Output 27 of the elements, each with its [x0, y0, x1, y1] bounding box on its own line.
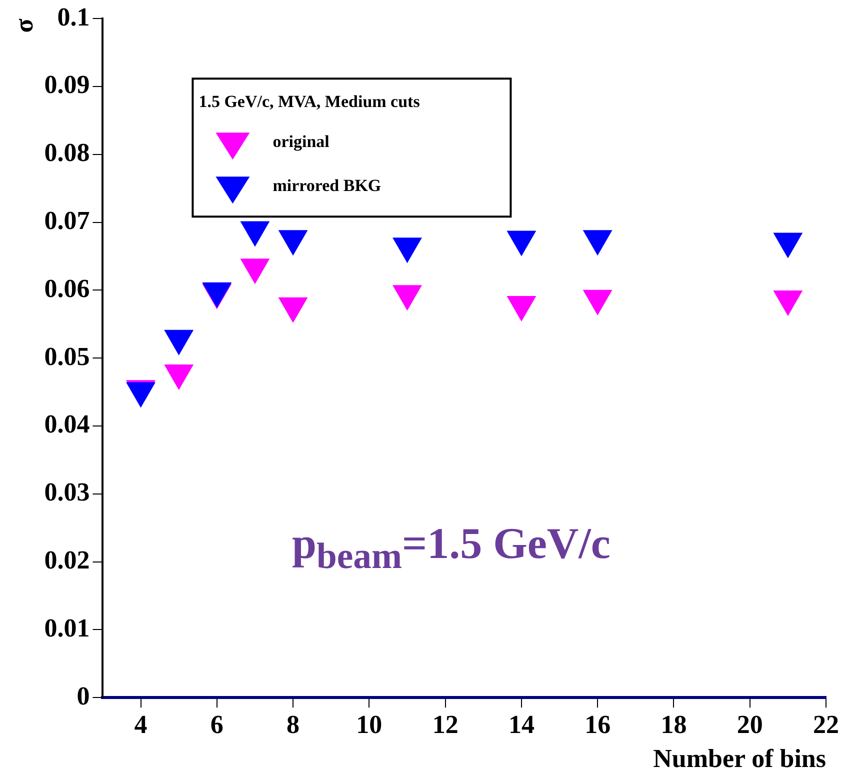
legend-title: 1.5 GeV/c, MVA, Medium cuts [198, 92, 420, 111]
legend-label: mirrored BKG [272, 176, 382, 195]
y-tick-label: 0.03 [44, 478, 90, 507]
legend-label: original [272, 132, 330, 151]
y-tick-label: 0 [76, 681, 90, 710]
x-axis-title: Number of bins [653, 744, 826, 774]
x-tick-label: 10 [356, 710, 382, 739]
x-tick-label: 8 [286, 710, 300, 739]
x-tick-label: 22 [813, 710, 839, 739]
x-tick-label: 12 [432, 710, 458, 739]
y-tick-label: 0.01 [44, 613, 90, 642]
x-tick-label: 16 [584, 710, 611, 739]
y-tick-label: 0.07 [44, 206, 90, 236]
x-tick-label: 14 [508, 710, 534, 739]
y-tick-label: 0.04 [44, 410, 90, 439]
x-tick-label: 6 [210, 710, 224, 739]
annotation: p$_{beam}$=1.5 GeV/c [292, 518, 610, 577]
x-tick-label: 20 [736, 710, 763, 739]
y-axis-title: σ [9, 18, 38, 33]
y-tick-label: 0.05 [44, 342, 90, 371]
x-tick-label: 18 [660, 710, 687, 739]
y-tick-label: 0.02 [44, 546, 90, 575]
y-tick-label: 0.06 [44, 274, 90, 303]
x-tick-label: 4 [134, 710, 148, 739]
y-tick-label: 0.1 [57, 2, 90, 32]
y-tick-label: 0.08 [44, 138, 90, 168]
y-tick-label: 0.09 [44, 70, 90, 100]
